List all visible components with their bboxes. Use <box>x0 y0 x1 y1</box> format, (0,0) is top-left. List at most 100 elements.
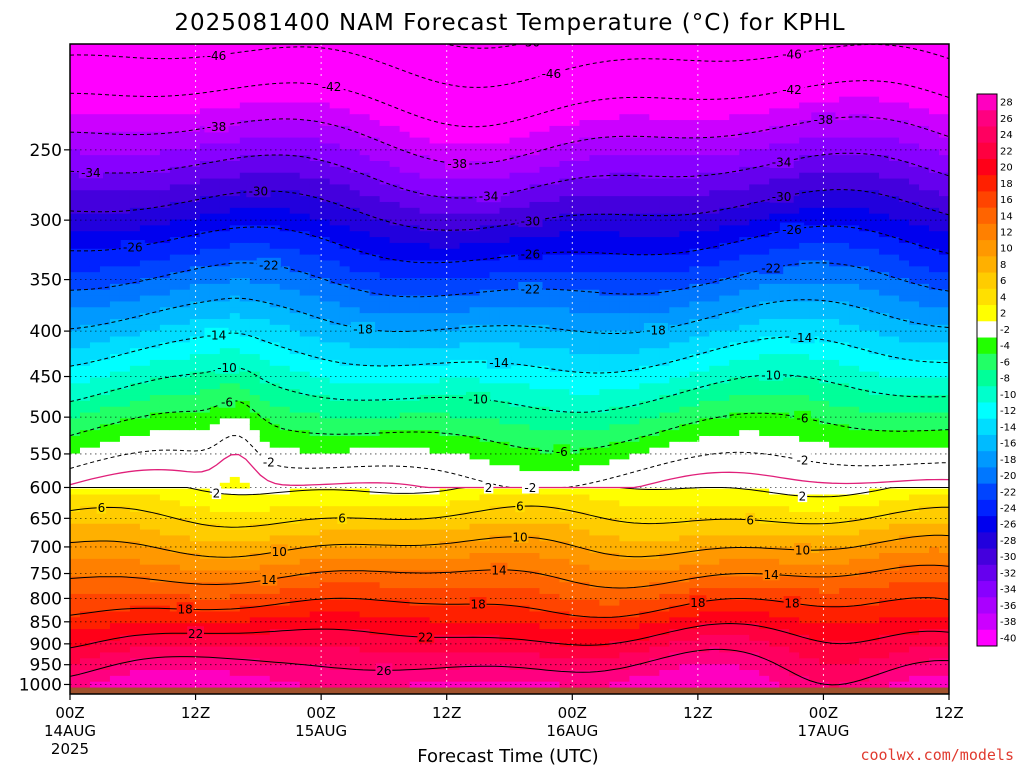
field-cell <box>169 459 181 466</box>
field-cell <box>259 348 271 355</box>
field-cell <box>169 576 181 583</box>
field-cell <box>449 114 461 121</box>
field-cell <box>379 354 391 361</box>
field-cell <box>329 114 341 121</box>
field-cell <box>199 465 211 472</box>
field-cell <box>439 55 451 63</box>
field-cell <box>279 324 291 332</box>
field-cell <box>79 371 91 379</box>
field-cell <box>409 96 421 104</box>
field-cell <box>279 523 291 531</box>
field-cell <box>199 342 211 349</box>
field-cell <box>70 90 81 98</box>
field-cell <box>149 395 161 402</box>
field-cell <box>239 453 251 460</box>
field-cell <box>309 242 321 250</box>
field-cell <box>199 523 211 531</box>
field-cell <box>79 441 91 449</box>
field-cell <box>369 617 381 624</box>
field-cell <box>209 512 221 519</box>
field-cell <box>429 55 441 63</box>
field-cell <box>109 219 121 226</box>
field-cell <box>119 611 131 618</box>
field-cell <box>499 523 511 531</box>
field-cell <box>349 108 361 115</box>
field-cell <box>389 494 401 501</box>
field-cell <box>129 447 141 455</box>
field-cell <box>429 506 441 513</box>
field-cell <box>289 120 301 127</box>
field-cell <box>429 49 441 57</box>
field-cell <box>189 459 201 466</box>
field-cell <box>349 459 361 466</box>
field-cell <box>249 365 261 373</box>
field-cell <box>199 482 211 490</box>
field-cell <box>489 430 501 437</box>
field-cell <box>399 552 411 560</box>
field-cell <box>289 634 301 642</box>
field-cell <box>249 260 261 267</box>
field-cell <box>249 49 261 57</box>
field-cell <box>219 237 231 244</box>
field-cell <box>70 67 81 74</box>
field-cell <box>229 190 241 197</box>
field-cell <box>399 102 411 109</box>
field-cell <box>359 131 371 139</box>
field-cell <box>79 131 91 139</box>
field-cell <box>99 125 111 133</box>
field-cell <box>239 395 251 402</box>
field-cell <box>129 266 141 273</box>
field-cell <box>79 406 91 414</box>
field-cell <box>439 617 451 624</box>
field-cell <box>219 342 231 349</box>
field-cell <box>319 459 331 466</box>
field-cell <box>409 471 421 478</box>
field-cell <box>179 424 191 431</box>
field-cell <box>269 377 281 384</box>
field-cell <box>149 67 161 74</box>
field-cell <box>329 558 341 566</box>
field-cell <box>139 652 151 659</box>
field-cell <box>269 178 281 186</box>
field-cell <box>339 336 351 343</box>
field-cell <box>239 617 251 624</box>
field-cell <box>189 254 201 262</box>
field-cell <box>219 383 231 390</box>
field-cell <box>89 90 101 98</box>
field-cell <box>189 517 201 525</box>
field-cell <box>79 435 91 443</box>
field-cell <box>169 629 181 636</box>
field-cell <box>279 605 291 613</box>
field-cell <box>219 377 231 384</box>
field-cell <box>249 330 261 338</box>
field-cell <box>79 348 91 355</box>
field-cell <box>329 623 341 630</box>
field-cell <box>509 517 521 525</box>
field-cell <box>289 61 301 68</box>
field-cell <box>229 196 241 203</box>
field-cell <box>479 55 491 63</box>
field-cell <box>129 371 141 379</box>
field-cell <box>239 582 251 589</box>
field-cell <box>369 237 381 244</box>
field-cell <box>139 90 151 98</box>
field-cell <box>389 541 401 548</box>
field-cell <box>319 178 331 186</box>
field-cell <box>239 90 251 98</box>
field-cell <box>439 231 451 238</box>
field-cell <box>449 640 461 648</box>
field-cell <box>279 354 291 361</box>
field-cell <box>319 359 331 367</box>
field-cell <box>349 295 361 303</box>
field-cell <box>379 471 391 478</box>
field-cell <box>269 73 281 80</box>
field-cell <box>70 260 81 267</box>
field-cell <box>309 406 321 414</box>
field-cell <box>499 254 511 262</box>
field-cell <box>409 196 421 203</box>
field-cell <box>219 476 231 484</box>
field-cell <box>459 336 471 343</box>
field-cell <box>259 517 271 525</box>
field-cell <box>129 125 141 133</box>
field-cell <box>399 231 411 238</box>
